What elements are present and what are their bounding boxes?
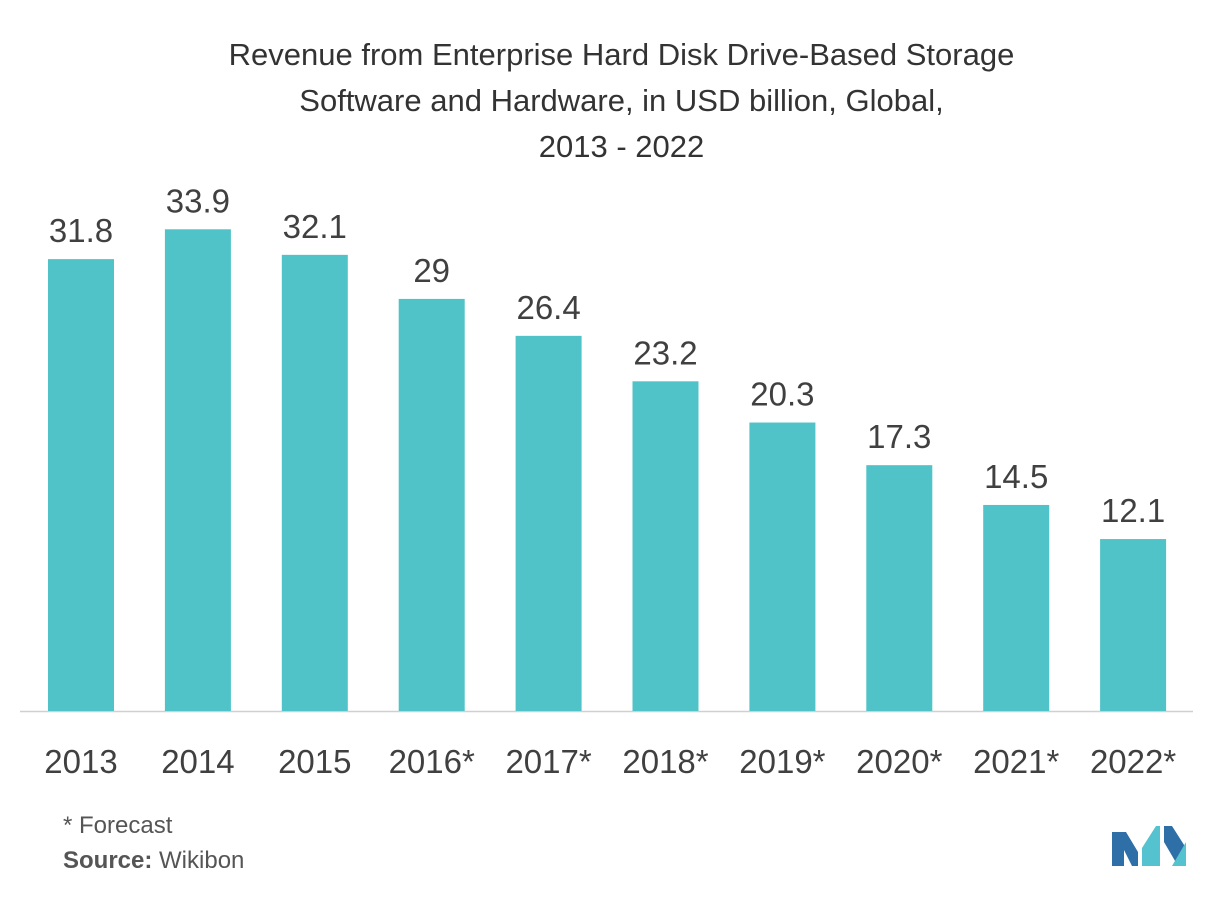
logo-middle-shape <box>1142 826 1160 866</box>
bar-2014 <box>164 229 231 711</box>
bar-2020* <box>866 465 933 711</box>
x-tick-label: 2019* <box>739 743 825 780</box>
x-tick-label: 2022* <box>1090 743 1176 780</box>
source-value: Wikibon <box>159 847 245 874</box>
data-label: 14.5 <box>984 458 1048 495</box>
bar-2016* <box>398 298 465 711</box>
logo-left-shape <box>1112 832 1138 866</box>
chart-title-line-3: 2013 - 2022 <box>538 129 705 164</box>
bar-2021* <box>983 504 1050 711</box>
x-tick-label: 2021* <box>973 743 1059 780</box>
bar-2018* <box>632 381 699 711</box>
chart-title: Revenue from Enterprise Hard Disk Drive-… <box>0 32 1213 170</box>
chart-title-line-2: Software and Hardware, in USD billion, G… <box>299 83 944 118</box>
data-label: 26.4 <box>516 289 580 326</box>
forecast-footnote: * Forecast <box>63 812 173 839</box>
x-tick-label: 2014 <box>161 743 234 780</box>
bar-2022* <box>1100 539 1167 711</box>
bar-2019* <box>749 422 816 711</box>
x-tick-label: 2015 <box>278 743 351 780</box>
x-tick-label: 2016* <box>389 743 475 780</box>
x-tick-label: 2020* <box>856 743 942 780</box>
bar-2015 <box>281 254 348 711</box>
data-label: 17.3 <box>867 418 931 455</box>
source-note: Source: Wikibon <box>63 847 244 875</box>
x-tick-label: 2013 <box>44 743 117 780</box>
data-label: 33.9 <box>166 182 230 219</box>
data-label: 23.2 <box>633 334 697 371</box>
bar-2013 <box>48 259 114 711</box>
logo-right-accent <box>1172 842 1186 866</box>
chart-title-line-1: Revenue from Enterprise Hard Disk Drive-… <box>228 37 1015 72</box>
bar-2017* <box>515 335 582 711</box>
data-label: 12.1 <box>1101 492 1165 529</box>
data-label: 32.1 <box>283 208 347 245</box>
data-label: 31.8 <box>49 212 113 249</box>
data-label: 20.3 <box>750 376 814 413</box>
data-label: 29 <box>413 252 450 289</box>
x-tick-label: 2017* <box>505 743 591 780</box>
source-label: Source: <box>63 847 153 874</box>
x-tick-label: 2018* <box>622 743 708 780</box>
mordor-intelligence-logo-icon <box>1112 826 1186 866</box>
